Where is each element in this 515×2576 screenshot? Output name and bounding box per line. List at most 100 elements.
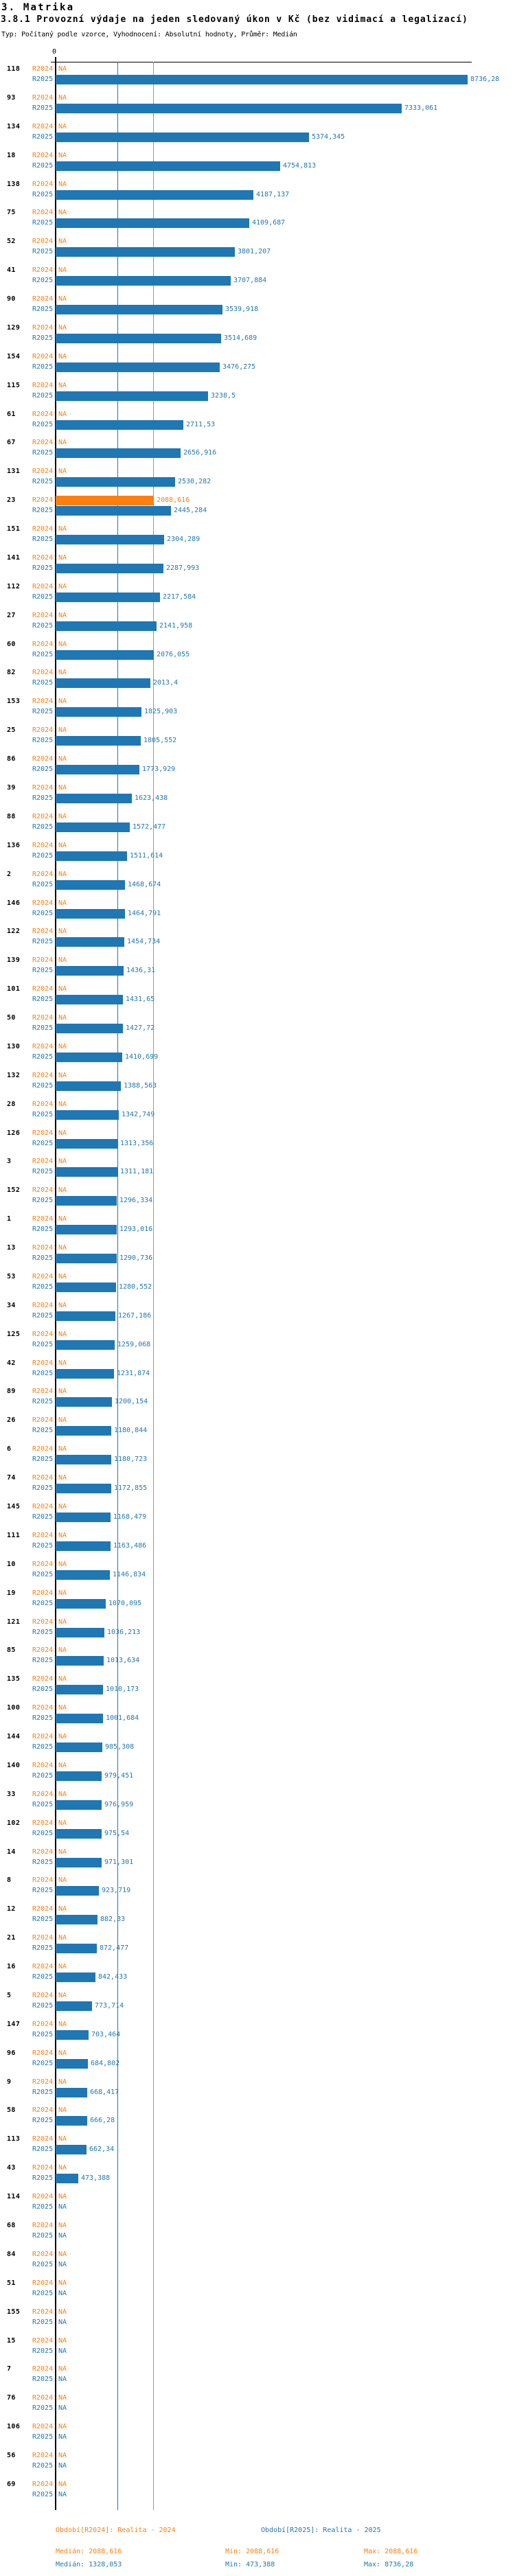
row-label: 42 bbox=[7, 1359, 16, 1367]
na-value-r2024: NA bbox=[58, 209, 67, 217]
series-label-r2025: R2025 bbox=[32, 2146, 54, 2154]
bar-value-r2025: 703,464 bbox=[91, 2030, 121, 2038]
series-label-r2025: R2025 bbox=[32, 1398, 54, 1406]
na-value-r2024: NA bbox=[58, 1503, 67, 1510]
series-label-r2025: R2025 bbox=[32, 2347, 54, 2355]
series-label-r2025: R2025 bbox=[32, 2289, 54, 2297]
row-label: 16 bbox=[7, 1963, 16, 1971]
bar-r2025 bbox=[56, 736, 141, 746]
series-label-r2024: R2024 bbox=[32, 2250, 54, 2258]
row-label: 68 bbox=[7, 2222, 16, 2229]
series-label-r2025: R2025 bbox=[32, 1657, 54, 1665]
row-label: 51 bbox=[7, 2279, 16, 2287]
bar-value-r2025: 3476,275 bbox=[222, 363, 256, 371]
row-label: 132 bbox=[7, 1071, 21, 1079]
bar-r2025 bbox=[56, 305, 222, 315]
bar-value-r2025: 1342,749 bbox=[122, 1110, 155, 1118]
legend-r2024: Období[R2024]: Realita - 2024 bbox=[56, 2527, 176, 2534]
series-label-r2025: R2025 bbox=[32, 391, 54, 400]
na-value-r2024: NA bbox=[58, 755, 67, 763]
series-label-r2024: R2024 bbox=[32, 1560, 54, 1568]
bar-r2025 bbox=[56, 75, 468, 84]
na-value-r2024: NA bbox=[58, 1244, 67, 1252]
bar-value-r2025: 979,451 bbox=[104, 1771, 134, 1780]
series-label-r2024: R2024 bbox=[32, 209, 54, 217]
series-label-r2025: R2025 bbox=[32, 1369, 54, 1377]
bar-value-r2025: 2656,916 bbox=[183, 449, 217, 457]
bar-r2025 bbox=[56, 132, 309, 142]
bar-r2025 bbox=[56, 103, 402, 113]
bar-value-r2025: 1623,438 bbox=[135, 794, 168, 802]
series-label-r2024: R2024 bbox=[32, 1646, 54, 1655]
bar-r2025 bbox=[56, 1714, 103, 1724]
row-label: 121 bbox=[7, 1618, 21, 1626]
series-label-r2025: R2025 bbox=[32, 938, 54, 946]
series-label-r2025: R2025 bbox=[32, 564, 54, 572]
bar-r2025 bbox=[56, 765, 139, 775]
series-label-r2024: R2024 bbox=[32, 2452, 54, 2460]
series-label-r2024: R2024 bbox=[32, 956, 54, 965]
bar-r2025 bbox=[56, 189, 253, 200]
na-value-r2024: NA bbox=[58, 2336, 67, 2345]
series-label-r2024: R2024 bbox=[32, 2279, 54, 2287]
row-label: 138 bbox=[7, 180, 21, 188]
bar-r2025 bbox=[56, 1944, 97, 1954]
series-label-r2024: R2024 bbox=[32, 1733, 54, 1741]
series-label-r2024: R2024 bbox=[32, 1071, 54, 1079]
series-label-r2025: R2025 bbox=[32, 1226, 54, 1234]
series-label-r2024: R2024 bbox=[32, 1301, 54, 1309]
series-label-r2025: R2025 bbox=[32, 621, 54, 630]
bar-value-r2025: 1070,095 bbox=[108, 1599, 142, 1607]
row-label: 154 bbox=[7, 352, 21, 360]
series-label-r2025: R2025 bbox=[32, 708, 54, 716]
series-label-r2024: R2024 bbox=[32, 1445, 54, 1453]
series-label-r2025: R2025 bbox=[32, 2203, 54, 2211]
series-label-r2024: R2024 bbox=[32, 870, 54, 878]
na-value-r2024: NA bbox=[58, 1704, 67, 1712]
na-value-r2024: NA bbox=[58, 2308, 67, 2316]
na-value-r2024: NA bbox=[58, 352, 67, 360]
row-label: 152 bbox=[7, 1186, 21, 1195]
bar-value-r2025: 1290,736 bbox=[119, 1254, 153, 1263]
bar-r2025 bbox=[56, 995, 123, 1005]
bar-r2025 bbox=[56, 2116, 87, 2126]
series-label-r2025: R2025 bbox=[32, 1800, 54, 1808]
row-label: 21 bbox=[7, 1934, 16, 1942]
series-label-r2024: R2024 bbox=[32, 669, 54, 677]
row-label: 155 bbox=[7, 2308, 21, 2316]
bar-value-r2025: 473,388 bbox=[81, 2174, 111, 2183]
na-value-r2024: NA bbox=[58, 669, 67, 677]
series-label-r2024: R2024 bbox=[32, 1848, 54, 1856]
chart-meta: Typ: Počítaný podle vzorce, Vyhodnocení:… bbox=[1, 31, 297, 38]
series-label-r2025: R2025 bbox=[32, 1541, 54, 1550]
series-label-r2025: R2025 bbox=[32, 420, 54, 428]
na-value-r2024: NA bbox=[58, 956, 67, 965]
bar-r2025 bbox=[56, 333, 221, 343]
series-label-r2025: R2025 bbox=[32, 104, 54, 112]
row-label: 7 bbox=[7, 2365, 12, 2373]
series-label-r2025: R2025 bbox=[32, 2174, 54, 2183]
bar-value-r2025: 1036,213 bbox=[107, 1628, 141, 1636]
series-label-r2024: R2024 bbox=[32, 1589, 54, 1597]
series-label-r2024: R2024 bbox=[32, 1014, 54, 1022]
row-label: 13 bbox=[7, 1244, 16, 1252]
series-label-r2024: R2024 bbox=[32, 1761, 54, 1769]
row-label: 6 bbox=[7, 1445, 12, 1453]
na-value-r2024: NA bbox=[58, 151, 67, 159]
row-label: 69 bbox=[7, 2480, 16, 2488]
bar-value-r2025: 1313,356 bbox=[120, 1139, 154, 1147]
bar-r2025 bbox=[56, 1397, 112, 1407]
bar-value-r2025: 976,959 bbox=[104, 1800, 134, 1808]
na-value-r2024: NA bbox=[58, 1416, 67, 1425]
bar-r2025 bbox=[56, 1541, 111, 1551]
series-label-r2024: R2024 bbox=[32, 1215, 54, 1223]
series-label-r2024: R2024 bbox=[32, 899, 54, 907]
row-label: 39 bbox=[7, 784, 16, 792]
bar-r2024 bbox=[56, 496, 154, 506]
na-value-r2024: NA bbox=[58, 1589, 67, 1597]
bar-value-r2025: 3539,918 bbox=[225, 306, 259, 314]
bar-r2025 bbox=[56, 822, 130, 832]
bar-r2025 bbox=[56, 1339, 115, 1350]
series-label-r2025: R2025 bbox=[32, 1628, 54, 1636]
row-label: 131 bbox=[7, 468, 21, 476]
